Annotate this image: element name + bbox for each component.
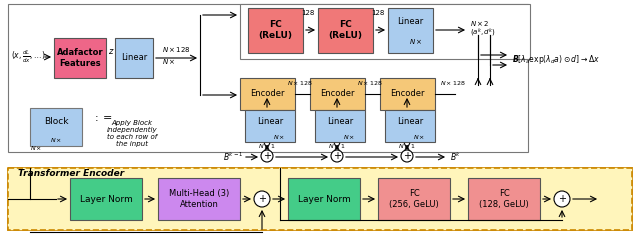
Text: Block: Block	[44, 116, 68, 125]
FancyBboxPatch shape	[8, 4, 528, 152]
Text: $N \times$: $N \times$	[342, 133, 355, 141]
Text: Apply Block
independently
to each row of
the input: Apply Block independently to each row of…	[107, 120, 157, 147]
Text: $N \times 1$: $N \times 1$	[328, 142, 346, 150]
FancyBboxPatch shape	[468, 178, 540, 220]
FancyBboxPatch shape	[380, 78, 435, 110]
Circle shape	[401, 150, 413, 162]
Text: Linear: Linear	[327, 118, 353, 127]
Text: $\boldsymbol{B}\left[\lambda_a\exp(\lambda_d a)\odot d\right]\rightarrow \Delta : $\boldsymbol{B}\left[\lambda_a\exp(\lamb…	[512, 54, 600, 66]
Text: $:=$: $:=$	[92, 113, 113, 123]
Text: Transformer Encoder: Transformer Encoder	[18, 169, 124, 178]
Text: $N \times$: $N \times$	[50, 136, 62, 144]
FancyBboxPatch shape	[245, 110, 295, 142]
FancyBboxPatch shape	[378, 178, 450, 220]
Text: FC
(128, GeLU): FC (128, GeLU)	[479, 189, 529, 209]
Text: Multi-Head (3)
Attention: Multi-Head (3) Attention	[169, 189, 229, 209]
Text: $N \times 2$: $N \times 2$	[470, 19, 490, 28]
Text: +: +	[333, 151, 341, 161]
Text: +: +	[263, 151, 271, 161]
Text: $N \times$: $N \times$	[273, 133, 285, 141]
Circle shape	[261, 150, 273, 162]
Text: Encoder: Encoder	[250, 89, 284, 99]
Text: Adafactor
Features: Adafactor Features	[57, 48, 103, 68]
Text: +: +	[558, 194, 566, 204]
Text: $N \times 128$: $N \times 128$	[287, 79, 313, 87]
Text: $N \times 1$: $N \times 1$	[398, 142, 416, 150]
FancyBboxPatch shape	[8, 168, 632, 230]
Text: $N \times$: $N \times$	[30, 144, 42, 152]
Text: 128: 128	[371, 10, 385, 16]
Text: FC
(ReLU): FC (ReLU)	[258, 20, 292, 40]
Circle shape	[554, 191, 570, 207]
Text: $N \times$: $N \times$	[162, 56, 175, 65]
FancyBboxPatch shape	[115, 38, 153, 78]
Text: 128: 128	[301, 10, 315, 16]
Text: Linear: Linear	[121, 54, 147, 63]
FancyBboxPatch shape	[158, 178, 240, 220]
FancyBboxPatch shape	[240, 4, 530, 59]
Text: $N \times$: $N \times$	[413, 133, 425, 141]
Text: +: +	[403, 151, 411, 161]
FancyBboxPatch shape	[288, 178, 360, 220]
Text: $N \times$: $N \times$	[410, 38, 423, 46]
Text: $(a^k,d^k)$: $(a^k,d^k)$	[470, 27, 496, 39]
FancyBboxPatch shape	[318, 8, 373, 53]
Text: Layer Norm: Layer Norm	[79, 194, 132, 203]
Text: $N \times 128$: $N \times 128$	[357, 79, 383, 87]
FancyBboxPatch shape	[388, 8, 433, 53]
Text: Layer Norm: Layer Norm	[298, 194, 350, 203]
Circle shape	[254, 191, 270, 207]
Text: $(x, \frac{dL}{dx}, \ldots)$: $(x, \frac{dL}{dx}, \ldots)$	[11, 49, 46, 65]
Text: $B^k$: $B^k$	[450, 151, 461, 163]
FancyBboxPatch shape	[30, 108, 82, 146]
Text: +: +	[258, 194, 266, 204]
Text: $N \times 128$: $N \times 128$	[440, 79, 466, 87]
Text: $z$: $z$	[108, 48, 115, 56]
FancyBboxPatch shape	[310, 78, 365, 110]
FancyBboxPatch shape	[240, 78, 295, 110]
Text: Encoder: Encoder	[390, 89, 424, 99]
FancyBboxPatch shape	[54, 38, 106, 78]
Text: Linear: Linear	[397, 18, 423, 26]
Circle shape	[331, 150, 343, 162]
FancyBboxPatch shape	[248, 8, 303, 53]
FancyBboxPatch shape	[315, 110, 365, 142]
Text: Linear: Linear	[257, 118, 283, 127]
Text: $B^{k-1}$: $B^{k-1}$	[223, 151, 243, 163]
Text: $N \times 1$: $N \times 1$	[258, 142, 276, 150]
Text: Encoder: Encoder	[320, 89, 355, 99]
FancyBboxPatch shape	[8, 168, 632, 230]
Text: FC
(ReLU): FC (ReLU)	[328, 20, 362, 40]
Text: Linear: Linear	[397, 118, 423, 127]
FancyBboxPatch shape	[70, 178, 142, 220]
Text: $N \times 128$: $N \times 128$	[162, 45, 191, 54]
Text: FC
(256, GeLU): FC (256, GeLU)	[389, 189, 439, 209]
FancyBboxPatch shape	[385, 110, 435, 142]
